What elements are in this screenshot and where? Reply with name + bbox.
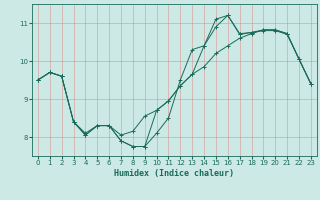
- X-axis label: Humidex (Indice chaleur): Humidex (Indice chaleur): [115, 169, 234, 178]
